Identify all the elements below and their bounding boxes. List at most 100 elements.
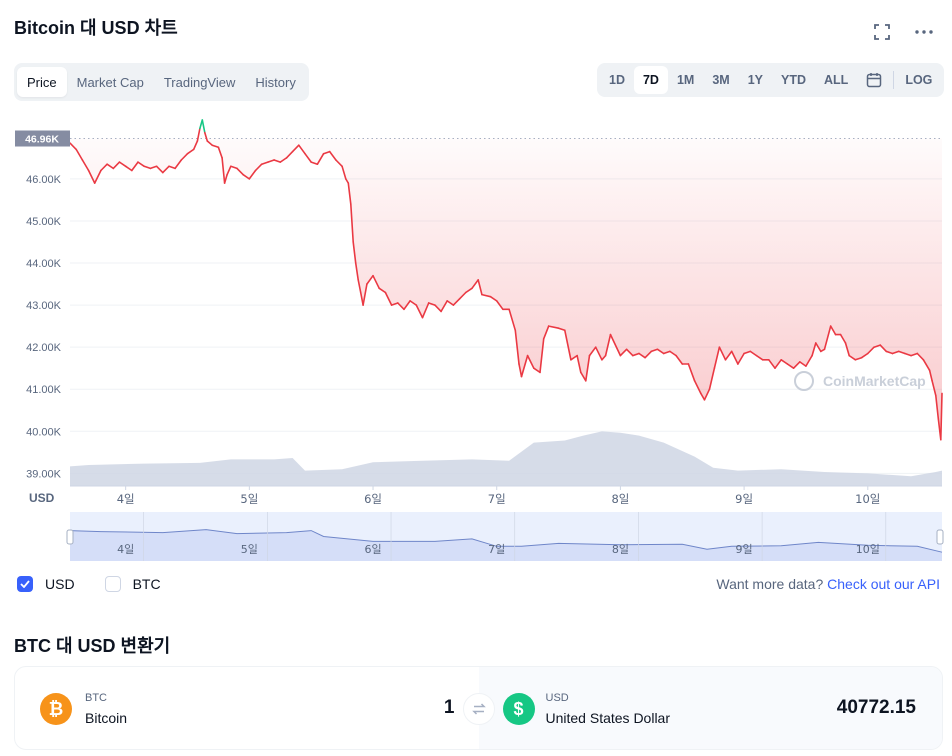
price-line-segment — [357, 279, 362, 294]
price-line-segment — [547, 325, 560, 329]
price-line-segment — [273, 159, 282, 163]
x-tick-label: 9일 — [735, 492, 753, 506]
price-line-segment — [362, 283, 368, 306]
price-line-segment — [344, 178, 350, 184]
range-7d[interactable]: 7D — [633, 66, 668, 94]
price-line-segment — [168, 165, 176, 170]
price-line-segment — [75, 148, 84, 161]
price-line-segment — [737, 352, 745, 365]
price-line-segment — [304, 152, 313, 163]
price-line-segment — [609, 333, 622, 357]
price-line-segment — [403, 300, 411, 311]
price-line-segment — [137, 161, 145, 168]
price-line-segment — [508, 308, 517, 332]
swap-button[interactable] — [463, 693, 495, 725]
price-line-segment — [755, 354, 764, 361]
navigator-tick-label: 5일 — [241, 542, 258, 556]
price-line-segment — [916, 352, 925, 361]
price-line-segment — [885, 350, 894, 355]
price-line-segment — [248, 169, 257, 180]
price-line-segment — [335, 159, 343, 168]
price-line-segment — [118, 161, 127, 168]
price-line-segment — [798, 361, 807, 367]
y-tick-label: 40.00K — [26, 426, 62, 438]
currency-toggle: USD BTC — [17, 576, 191, 592]
tab-tradingview[interactable]: TradingView — [163, 74, 236, 90]
price-line-segment — [563, 329, 572, 361]
price-line-segment — [730, 350, 739, 365]
price-line-segment — [162, 165, 170, 174]
range-ytd[interactable]: YTD — [781, 73, 807, 87]
watermark-text: CoinMarketCap — [823, 373, 926, 389]
range-1m[interactable]: 1M — [676, 73, 695, 87]
price-line-segment — [532, 367, 541, 374]
range-all[interactable]: ALL — [824, 73, 849, 87]
price-line-segment — [415, 304, 424, 319]
price-line-segment — [349, 203, 355, 243]
tab-history[interactable]: History — [255, 74, 296, 90]
price-line-segment — [206, 140, 213, 147]
price-line-segment — [805, 354, 813, 367]
btc-checkbox[interactable]: BTC — [104, 576, 161, 592]
price-line-segment — [939, 392, 943, 441]
price-line-segment — [848, 354, 857, 361]
price-line-segment — [452, 298, 461, 306]
price-line-segment — [910, 352, 919, 357]
x-tick-label: 7일 — [488, 492, 506, 506]
price-line-segment — [366, 274, 374, 285]
usd-checkbox[interactable]: USD — [17, 576, 75, 592]
chart-type-tabs: Price Market Cap TradingView History — [14, 63, 309, 101]
price-line-segment — [542, 325, 550, 340]
price-line-segment — [526, 354, 535, 370]
price-line-segment — [192, 140, 199, 151]
to-amount-input[interactable]: 40772.15 — [836, 697, 916, 718]
price-line-segment — [699, 392, 706, 401]
api-link[interactable]: Check out our API — [827, 576, 940, 592]
tab-market-cap[interactable]: Market Cap — [76, 74, 144, 90]
price-line-segment — [143, 165, 152, 170]
price-line-segment — [316, 152, 325, 166]
more-options-icon[interactable] — [914, 22, 934, 42]
price-line-segment — [409, 300, 418, 306]
fullscreen-icon[interactable] — [872, 22, 892, 42]
price-chart[interactable]: 46.00K 45.00K 44.00K 43.00K 42.00K 41.00K 40.0… — [0, 112, 952, 567]
x-tick-label: 6일 — [364, 492, 382, 506]
price-line-segment — [242, 173, 251, 180]
tab-price[interactable]: Price — [17, 67, 67, 97]
price-line-segment — [378, 287, 387, 294]
price-line-segment — [464, 287, 473, 294]
price-line-segment — [421, 302, 430, 319]
price-line-segment — [675, 354, 684, 365]
converter-to[interactable]: $ USD United States Dollar 40772.15 — [478, 667, 942, 749]
price-line-segment — [644, 350, 653, 359]
price-line-segment — [341, 165, 347, 180]
price-line-segment — [539, 338, 545, 374]
price-line-segment — [390, 302, 399, 306]
navigator-tick-label: 10일 — [856, 542, 880, 556]
navigator-tick-label: 8일 — [612, 542, 629, 556]
swap-icon — [472, 703, 486, 715]
converter-from[interactable]: ₿ BTC Bitcoin 1 — [15, 667, 479, 749]
price-line-segment — [226, 165, 232, 176]
bitcoin-icon: ₿ — [40, 693, 72, 725]
volume-area — [70, 431, 942, 486]
price-line-segment — [427, 302, 436, 306]
range-3m[interactable]: 3M — [712, 73, 730, 87]
range-1y[interactable]: 1Y — [747, 73, 764, 87]
price-line-segment — [124, 165, 133, 172]
price-line-segment — [873, 344, 882, 348]
calendar-button[interactable] — [857, 66, 891, 94]
price-line-segment — [204, 131, 209, 142]
price-line-segment — [489, 295, 498, 302]
converter-title: BTC 대 USD 변환기 — [14, 636, 171, 656]
price-line-segment — [844, 342, 851, 357]
log-toggle[interactable]: LOG — [905, 73, 933, 87]
price-line-segment — [267, 159, 275, 163]
price-line-segment — [446, 300, 455, 306]
x-tick-label: 8일 — [611, 492, 629, 506]
price-line-segment — [922, 359, 931, 372]
price-line-segment — [201, 119, 206, 134]
from-amount-input[interactable]: 1 — [443, 697, 455, 718]
range-1d[interactable]: 1D — [609, 73, 625, 87]
navigator-left-handle — [66, 529, 74, 545]
